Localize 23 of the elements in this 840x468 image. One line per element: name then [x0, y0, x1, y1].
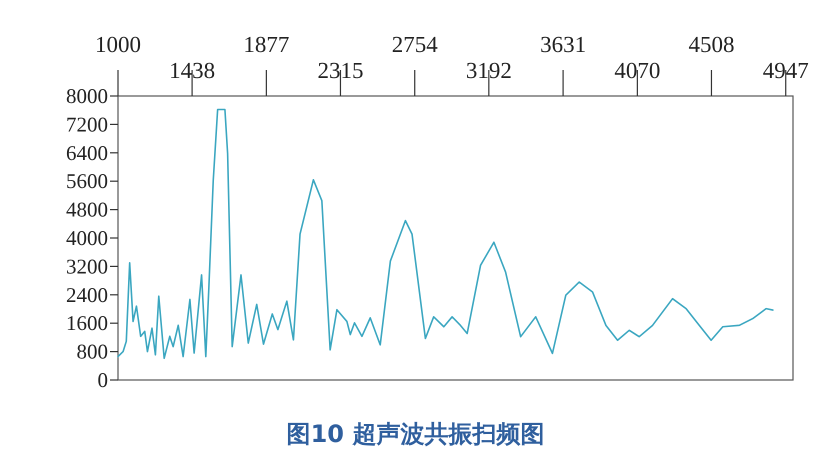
- x2-tick-label: 1877: [243, 32, 290, 57]
- y-tick-label: 2400: [66, 282, 108, 307]
- y-tick-label: 0: [98, 368, 108, 392]
- x-tick-label: 3192: [466, 58, 512, 83]
- y-tick-label: 3200: [66, 254, 108, 278]
- y-tick-label: 5600: [66, 169, 108, 194]
- x-tick-label: 4947: [762, 58, 809, 83]
- x-tick-label: 1438: [169, 58, 216, 83]
- y-tick-label: 7200: [66, 112, 108, 136]
- x2-tick-label: 1000: [95, 32, 141, 57]
- x2-tick-label: 4508: [688, 32, 734, 57]
- x-tick-label: 4070: [614, 58, 660, 83]
- y-tick-label: 8000: [66, 84, 108, 108]
- x-tick-label: 2315: [317, 58, 364, 83]
- y-tick-label: 1600: [66, 311, 108, 336]
- y-tick-label: 4000: [66, 226, 108, 250]
- x2-tick-label: 3631: [540, 32, 586, 57]
- y-tick-label: 800: [76, 340, 108, 364]
- y-tick-label: 6400: [66, 140, 108, 165]
- text: 图10 超声波共振扫频图: [286, 420, 544, 448]
- x2-tick-label: 2754: [392, 32, 438, 57]
- line-series: [117, 108, 774, 360]
- y-tick-label: 4800: [66, 198, 108, 222]
